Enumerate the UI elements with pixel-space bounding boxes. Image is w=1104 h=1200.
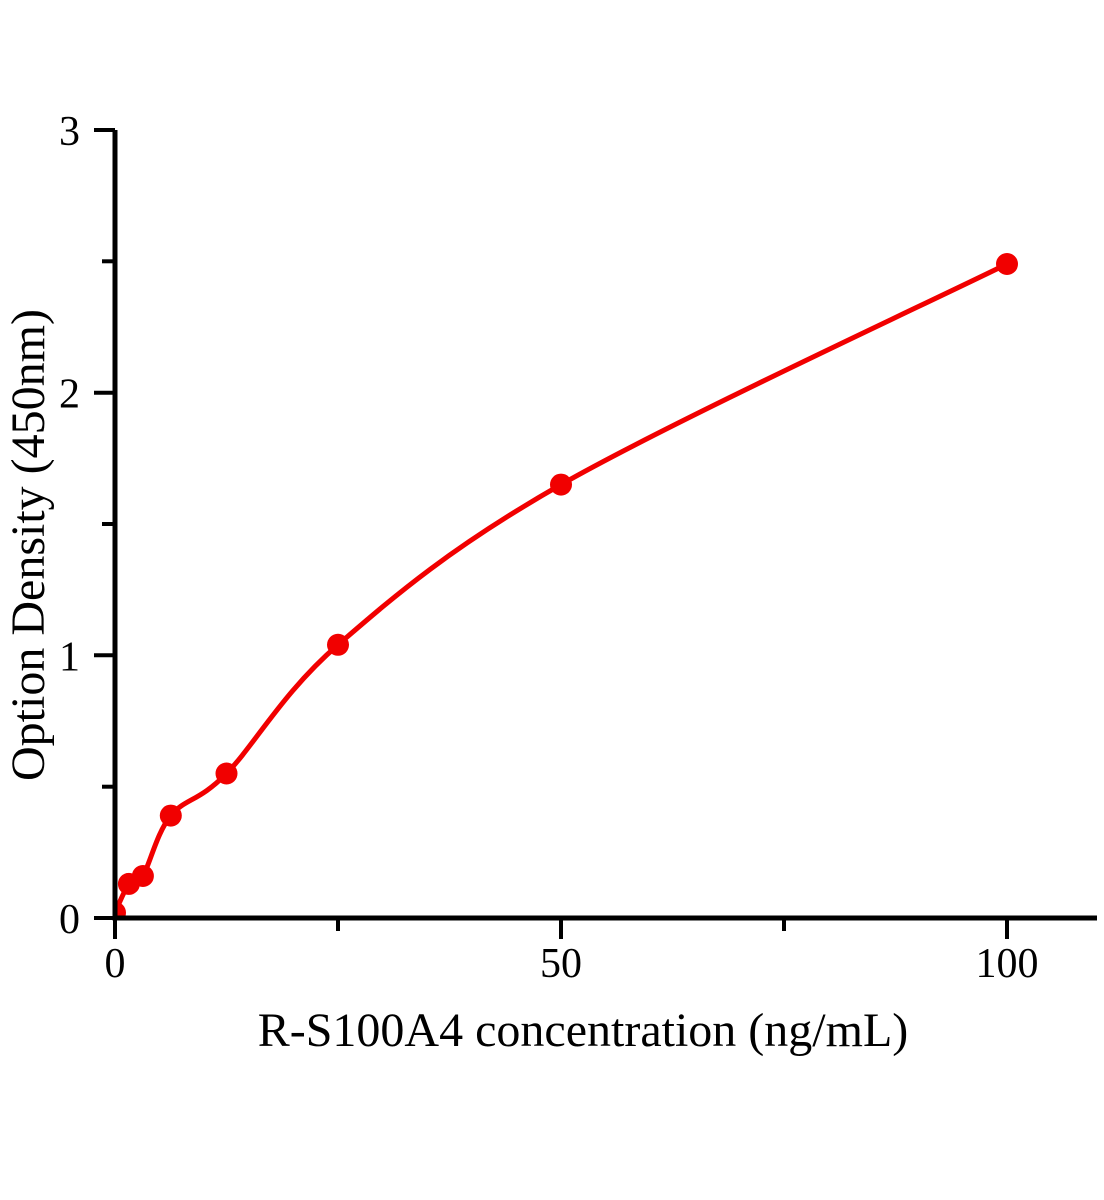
- data-point-marker: [327, 633, 349, 656]
- data-point-marker: [131, 865, 154, 887]
- data-point-marker: [215, 762, 238, 785]
- data-point-marker: [550, 473, 572, 496]
- y-axis-title: Option Density (450nm): [2, 309, 55, 781]
- y-tick-label: 3: [59, 109, 80, 155]
- y-tick-label: 0: [59, 897, 80, 943]
- fitted-curve: [115, 261, 1010, 916]
- x-axis-title: R-S100A4 concentration (ng/mL): [258, 1004, 909, 1057]
- x-tick-label: 0: [105, 941, 126, 987]
- data-point-marker: [159, 804, 182, 827]
- data-point-marker: [115, 901, 126, 918]
- y-tick-label: 1: [59, 634, 80, 680]
- x-tick-label: 100: [976, 941, 1039, 987]
- x-tick-label: 50: [540, 941, 582, 987]
- data-point-marker: [996, 253, 1018, 275]
- y-tick-label: 2: [59, 372, 80, 418]
- axes-frame: [112, 130, 1097, 921]
- plot-area: 0 50 100 0 1 2 3: [59, 109, 1097, 987]
